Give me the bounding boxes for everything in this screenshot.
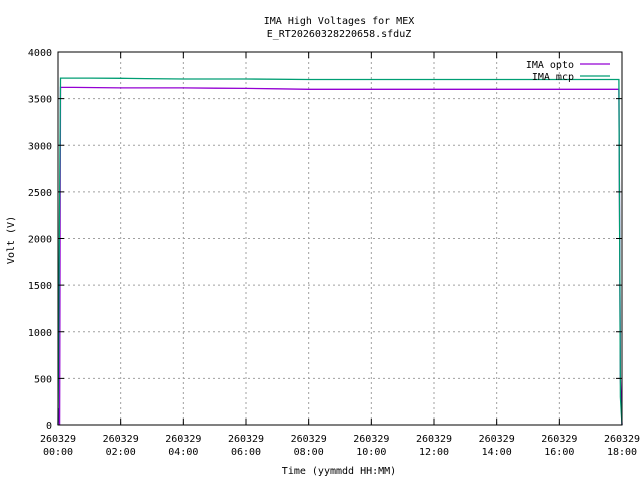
chart-title: IMA High Voltages for MEX [264, 16, 415, 27]
grid-lines [58, 52, 622, 425]
plot-frame [57, 51, 623, 426]
x-tick-time-label: 16:00 [544, 447, 574, 458]
x-tick-date-label: 260329 [228, 434, 264, 445]
y-tick-label: 1000 [28, 328, 52, 339]
y-tick-label: 4000 [28, 48, 52, 59]
y-tick-label: 1500 [28, 281, 52, 292]
y-tick-label: 0 [46, 421, 52, 432]
y-tick-label: 2500 [28, 188, 52, 199]
x-tick-time-label: 12:00 [419, 447, 449, 458]
x-tick-time-label: 08:00 [294, 447, 324, 458]
y-tick-label: 2000 [28, 235, 52, 246]
x-axis-label: Time (yymmdd HH:MM) [282, 466, 396, 477]
chart-subtitle: E_RT20260328220658.sfduZ [267, 29, 412, 40]
x-tick-date-label: 260329 [604, 434, 640, 445]
x-tick-time-label: 04:00 [168, 447, 198, 458]
x-tick-time-label: 00:00 [43, 447, 73, 458]
x-tick-date-label: 260329 [40, 434, 76, 445]
y-tick-label: 500 [34, 374, 52, 385]
series-line-ima-opto [57, 86, 623, 426]
x-tick-time-label: 10:00 [356, 447, 386, 458]
legend-label: IMA mcp [532, 72, 574, 83]
x-tick-date-label: 260329 [479, 434, 515, 445]
series-lines [57, 77, 623, 426]
x-tick-time-label: 06:00 [231, 447, 261, 458]
x-tick-date-label: 260329 [165, 434, 201, 445]
x-tick-date-label: 260329 [103, 434, 139, 445]
y-tick-label: 3500 [28, 95, 52, 106]
x-tick-date-label: 260329 [291, 434, 327, 445]
x-tick-time-label: 02:00 [106, 447, 136, 458]
x-tick-time-label: 14:00 [482, 447, 512, 458]
x-axis-ticks: 260329 00:00 260329 02:00 260329 04:00 260329 0… [40, 52, 640, 458]
legend-label: IMA opto [526, 60, 574, 71]
y-axis-ticks: 0 500 1000 1500 2000 2500 3000 3500 4000 [28, 48, 622, 432]
y-axis-label: Volt (V) [6, 216, 17, 264]
x-tick-date-label: 260329 [353, 434, 389, 445]
x-tick-date-label: 260329 [541, 434, 577, 445]
x-tick-date-label: 260329 [416, 434, 452, 445]
y-tick-label: 3000 [28, 141, 52, 152]
x-tick-time-label: 18:00 [607, 447, 637, 458]
series-line-ima-mcp [57, 77, 623, 426]
